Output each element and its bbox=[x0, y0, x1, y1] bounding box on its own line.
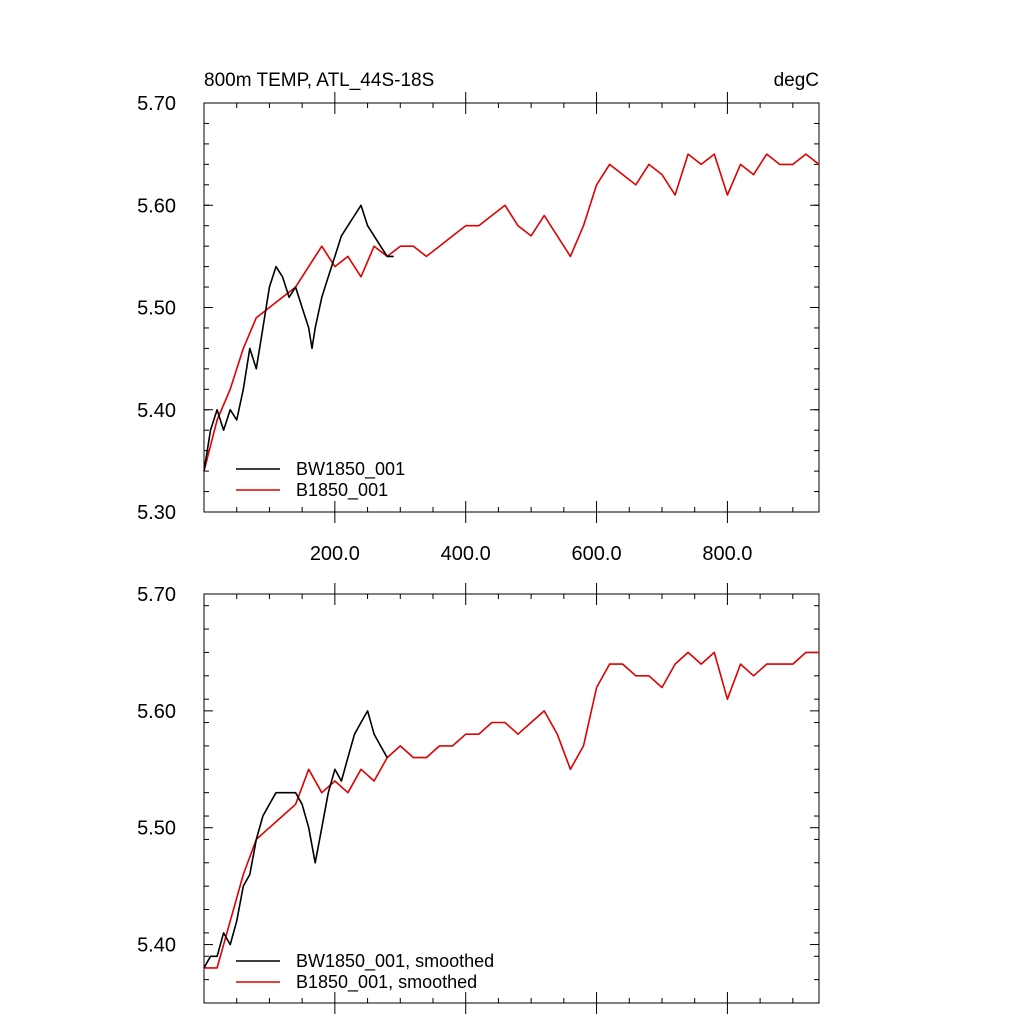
y-tick-label: 5.30 bbox=[137, 502, 176, 524]
series-line-bw1850 bbox=[203, 204, 394, 472]
y-tick-label: 5.70 bbox=[137, 93, 176, 115]
legend-label-b1850: B1850_001 bbox=[296, 480, 388, 501]
top-panel: 800m TEMP, ATL_44S-18S degC 5.30 5.40 5.50… bbox=[137, 70, 820, 565]
series-line-b1850 bbox=[203, 153, 820, 472]
y-tick-label: 5.70 bbox=[137, 584, 176, 606]
y-tick-label: 5.50 bbox=[137, 818, 176, 840]
x-tick-label: 400.0 bbox=[441, 543, 491, 565]
legend-label-bw1850-smoothed: BW1850_001, smoothed bbox=[296, 951, 494, 972]
y-tick-label: 5.40 bbox=[137, 400, 176, 422]
bottom-series-group bbox=[203, 651, 819, 969]
y-tick-label: 5.40 bbox=[137, 935, 176, 957]
bottom-plot-frame bbox=[203, 593, 820, 1004]
y-tick-label: 5.50 bbox=[137, 298, 176, 320]
x-tick-label: 800.0 bbox=[702, 543, 752, 565]
series-line-b1850-smoothed bbox=[204, 651, 819, 969]
series-line-bw1850-smoothed bbox=[203, 710, 388, 969]
y-tick-label: 5.60 bbox=[137, 701, 176, 723]
x-tick-label: 200.0 bbox=[310, 543, 360, 565]
top-legend: BW1850_001 B1850_001 bbox=[236, 459, 405, 501]
y-tick-label: 5.60 bbox=[137, 195, 176, 217]
legend-label-bw1850: BW1850_001 bbox=[296, 459, 405, 480]
top-axis-ticks: 5.30 5.40 5.50 5.60 5.70 200.0 400.0 600.0 800.0 bbox=[137, 92, 819, 565]
x-tick-label: 600.0 bbox=[572, 543, 622, 565]
bottom-axis-ticks: 5.40 5.50 5.60 5.70 bbox=[137, 583, 819, 1014]
chart-title: 800m TEMP, ATL_44S-18S bbox=[204, 70, 434, 91]
top-plot-frame bbox=[203, 102, 820, 513]
bottom-legend: BW1850_001, smoothed B1850_001, smoothed bbox=[236, 951, 494, 993]
units-label: degC bbox=[774, 70, 819, 91]
top-series-group bbox=[203, 153, 820, 472]
bottom-panel: 5.40 5.50 5.60 5.70 BW1850_001, smoothed B1… bbox=[137, 583, 820, 1014]
legend-label-b1850-smoothed: B1850_001, smoothed bbox=[296, 972, 477, 993]
